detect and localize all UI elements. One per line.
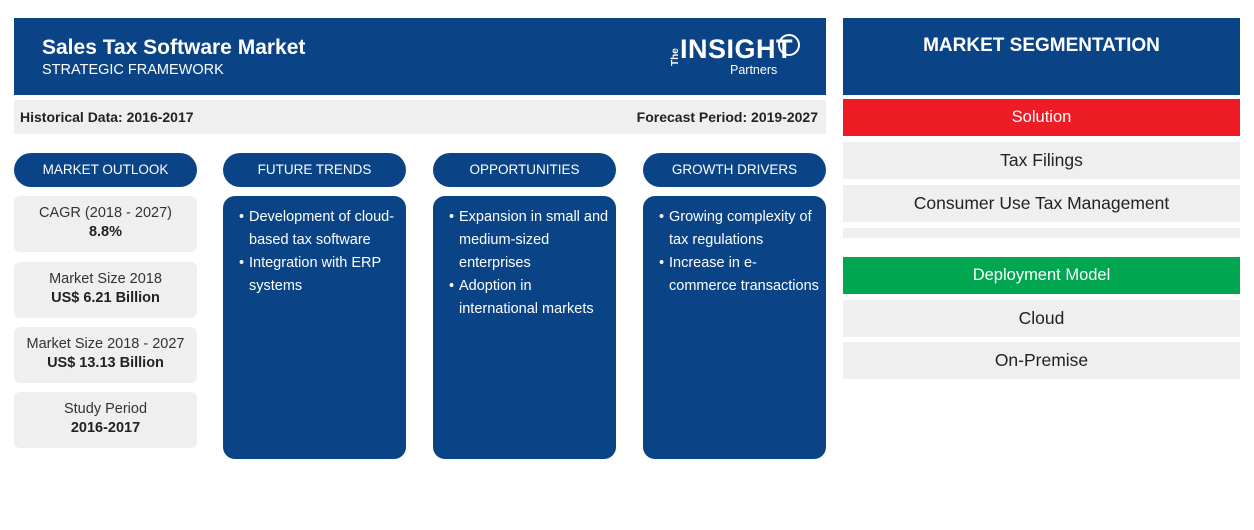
segment-item: On-Premise xyxy=(843,342,1240,379)
segmentation-heading: MARKET SEGMENTATION xyxy=(843,18,1240,95)
growth-driver-item: Increase in e-commerce transactions xyxy=(659,252,820,298)
outlook-card-study-period: Study Period 2016-2017 xyxy=(14,392,197,448)
outlook-value: 2016-2017 xyxy=(70,420,141,436)
outlook-label: CAGR (2018 - 2027) xyxy=(39,205,172,221)
period-bar: Historical Data: 2016-2017 Forecast Peri… xyxy=(14,100,826,134)
opportunity-item: Expansion in small and medium-sized ente… xyxy=(449,206,610,275)
market-outlook-heading: MARKET OUTLOOK xyxy=(14,153,197,187)
header-banner: Sales Tax Software Market STRATEGIC FRAM… xyxy=(14,18,826,95)
page-title: Sales Tax Software Market xyxy=(42,36,306,59)
outlook-label: Market Size 2018 - 2027 xyxy=(26,336,185,352)
segment-item: Cloud xyxy=(843,300,1240,337)
segment-item-spacer xyxy=(843,228,1240,238)
segment-item: Tax Filings xyxy=(843,142,1240,179)
opportunities-heading: OPPORTUNITIES xyxy=(433,153,616,187)
segment-category-deployment-model: Deployment Model xyxy=(843,257,1240,294)
future-trend-item: Development of cloud-based tax software xyxy=(239,206,400,252)
future-trend-item: Integration with ERP systems xyxy=(239,252,400,298)
historical-data-label: Historical Data: 2016-2017 xyxy=(20,109,194,125)
future-trends-panel: Development of cloud-based tax software … xyxy=(223,196,406,459)
page-subtitle: STRATEGIC FRAMEWORK xyxy=(42,62,224,78)
outlook-label: Market Size 2018 xyxy=(49,271,162,287)
opportunity-item: Adoption in international markets xyxy=(449,275,610,321)
future-trends-heading: FUTURE TRENDS xyxy=(223,153,406,187)
outlook-card-market-size-2018: Market Size 2018 US$ 6.21 Billion xyxy=(14,262,197,318)
logo-sub-text: Partners xyxy=(730,63,778,77)
growth-drivers-panel: Growing complexity of tax regulations In… xyxy=(643,196,826,459)
growth-drivers-heading: GROWTH DRIVERS xyxy=(643,153,826,187)
forecast-period-label: Forecast Period: 2019-2027 xyxy=(636,109,818,125)
segment-category-solution: Solution xyxy=(843,99,1240,136)
outlook-value: US$ 6.21 Billion xyxy=(51,290,160,306)
opportunities-panel: Expansion in small and medium-sized ente… xyxy=(433,196,616,459)
logo-ring-icon xyxy=(778,34,800,56)
segment-item: Consumer Use Tax Management xyxy=(843,185,1240,222)
outlook-card-market-size-range: Market Size 2018 - 2027 US$ 13.13 Billio… xyxy=(14,327,197,383)
outlook-label: Study Period xyxy=(63,401,148,417)
outlook-value: US$ 13.13 Billion xyxy=(47,355,164,371)
insight-partners-logo: The INSIGHT Partners xyxy=(668,32,800,84)
growth-driver-item: Growing complexity of tax regulations xyxy=(659,206,820,252)
outlook-value: 8.8% xyxy=(88,224,123,240)
outlook-card-cagr: CAGR (2018 - 2027) 8.8% xyxy=(14,196,197,252)
logo-main-text: INSIGHT xyxy=(680,34,794,64)
